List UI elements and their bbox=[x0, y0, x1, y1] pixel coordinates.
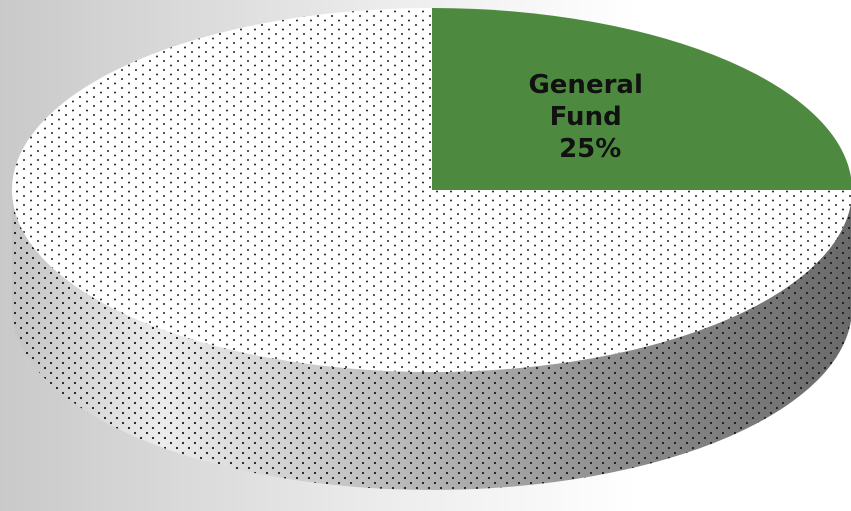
pie-side-surface bbox=[12, 190, 851, 490]
pie-top-face bbox=[12, 8, 851, 372]
pie-labels: General Fund 25% bbox=[528, 70, 651, 164]
pie-slice-general-fund bbox=[432, 8, 851, 190]
pie-slice-other bbox=[12, 8, 851, 372]
pie-side-wall bbox=[12, 190, 851, 490]
slice-label-general-fund: General Fund 25% bbox=[528, 70, 651, 164]
